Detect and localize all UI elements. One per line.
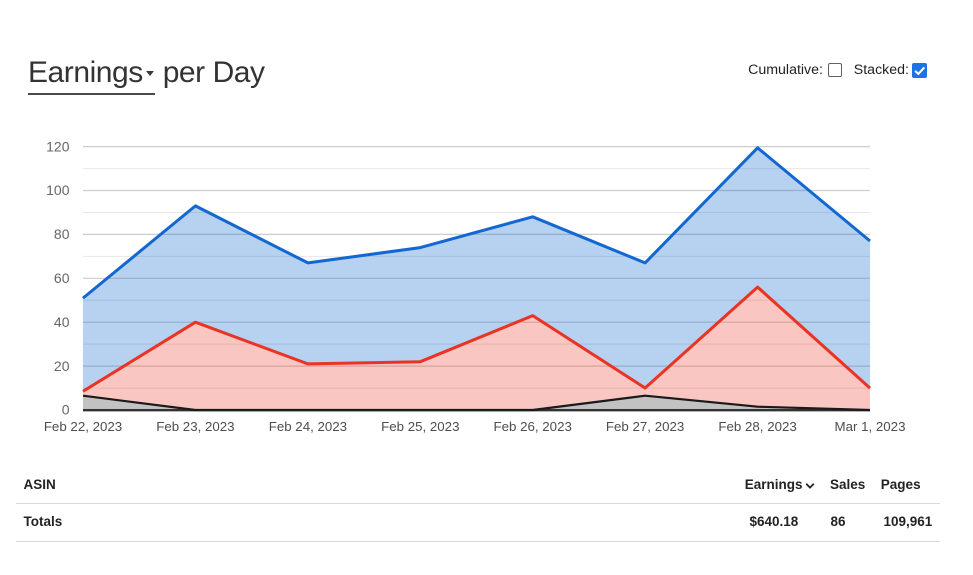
svg-text:Feb 23, 2023: Feb 23, 2023 xyxy=(156,419,234,434)
svg-text:40: 40 xyxy=(54,314,70,330)
svg-text:Feb 28, 2023: Feb 28, 2023 xyxy=(718,419,796,434)
svg-text:Feb 22, 2023: Feb 22, 2023 xyxy=(44,419,122,434)
svg-text:Feb 27, 2023: Feb 27, 2023 xyxy=(606,419,684,434)
svg-text:20: 20 xyxy=(54,358,70,374)
svg-text:Mar 1, 2023: Mar 1, 2023 xyxy=(835,419,906,434)
svg-text:60: 60 xyxy=(54,270,70,286)
svg-text:100: 100 xyxy=(46,182,70,198)
svg-text:0: 0 xyxy=(62,402,70,418)
svg-text:Feb 25, 2023: Feb 25, 2023 xyxy=(381,419,459,434)
svg-text:Feb 26, 2023: Feb 26, 2023 xyxy=(494,419,572,434)
svg-text:120: 120 xyxy=(46,138,70,154)
svg-text:Feb 24, 2023: Feb 24, 2023 xyxy=(269,419,347,434)
svg-text:80: 80 xyxy=(54,226,70,242)
